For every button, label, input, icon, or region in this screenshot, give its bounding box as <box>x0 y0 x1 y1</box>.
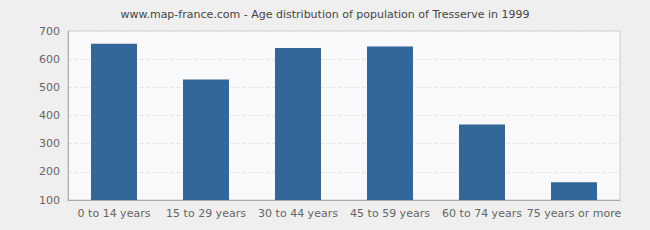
svg-text:100: 100 <box>39 194 60 207</box>
svg-text:45 to 59 years: 45 to 59 years <box>350 207 430 220</box>
svg-text:www.map-france.com - Age distr: www.map-france.com - Age distribution of… <box>120 8 529 21</box>
svg-text:500: 500 <box>39 81 60 94</box>
svg-text:300: 300 <box>39 137 60 150</box>
svg-text:700: 700 <box>39 25 60 38</box>
svg-text:0 to 14 years: 0 to 14 years <box>78 207 151 220</box>
svg-text:600: 600 <box>39 53 60 66</box>
svg-text:200: 200 <box>39 165 60 178</box>
svg-text:75 years or more: 75 years or more <box>527 207 622 220</box>
svg-text:15 to 29 years: 15 to 29 years <box>166 207 246 220</box>
svg-text:60 to 74 years: 60 to 74 years <box>442 207 522 220</box>
svg-text:400: 400 <box>39 109 60 122</box>
svg-text:30 to 44 years: 30 to 44 years <box>258 207 338 220</box>
